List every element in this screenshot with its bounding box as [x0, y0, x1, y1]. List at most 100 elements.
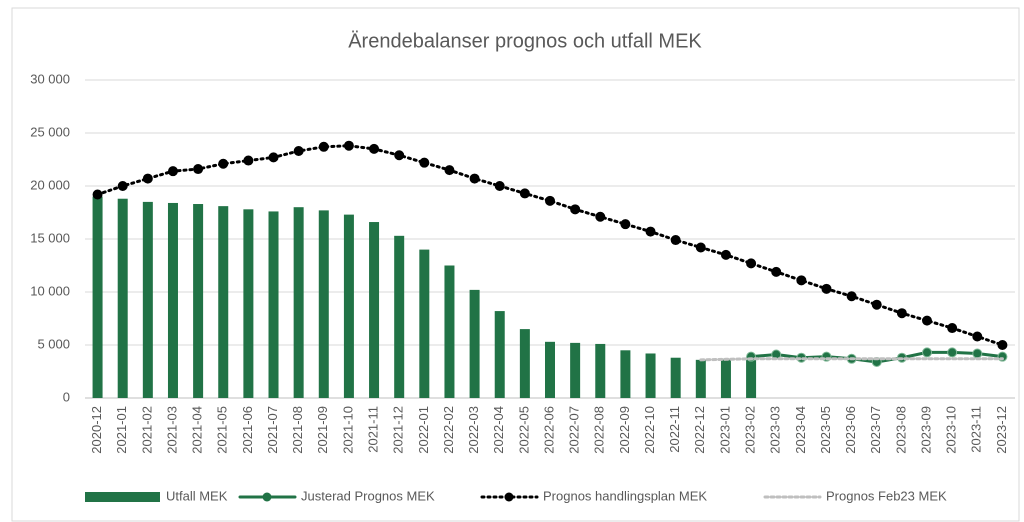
line-marker	[394, 150, 405, 161]
line-marker	[167, 166, 178, 177]
x-tick-label: 2022-02	[441, 406, 456, 454]
bar	[444, 265, 455, 398]
x-tick-label: 2021-01	[114, 406, 129, 454]
line-marker	[142, 173, 153, 184]
bar	[720, 358, 731, 398]
x-tick-label: 2023-04	[793, 406, 808, 454]
bar	[92, 196, 103, 398]
bar	[142, 201, 153, 398]
chart-border	[11, 7, 1020, 522]
line-marker	[595, 211, 606, 222]
line-marker	[494, 181, 505, 191]
line-marker	[871, 299, 882, 310]
bar	[570, 342, 581, 398]
bar	[494, 311, 505, 398]
y-tick-label: 30 000	[30, 71, 70, 86]
x-tick-label: 2020-12	[89, 406, 104, 454]
line-marker	[620, 219, 631, 230]
line-marker	[846, 291, 857, 302]
line-marker	[570, 204, 581, 215]
x-tick-label: 2022-03	[466, 406, 481, 454]
x-tick-label: 2023-08	[893, 406, 908, 454]
x-tick-label: 2023-10	[944, 406, 959, 454]
x-tick-label: 2023-07	[868, 406, 883, 454]
x-tick-label: 2021-08	[290, 406, 305, 454]
x-tick-label: 2022-09	[617, 406, 632, 454]
x-tick-label: 2023-09	[918, 406, 933, 454]
line-marker	[369, 143, 380, 154]
chart-title: Ärendebalanser prognos och utfall MEK	[348, 30, 702, 52]
x-tick-label: 2021-12	[391, 406, 406, 454]
x-tick-label: 2021-06	[240, 406, 255, 454]
line-marker	[947, 347, 958, 358]
x-tick-label: 2022-08	[592, 406, 607, 454]
bar	[645, 353, 656, 398]
legend-swatch	[85, 492, 160, 502]
x-tick-label: 2023-03	[768, 406, 783, 454]
legend-marker	[262, 492, 272, 502]
bar	[695, 359, 706, 398]
line-marker	[695, 242, 706, 253]
bar	[419, 249, 430, 398]
x-tick-label: 2023-06	[843, 406, 858, 454]
line-marker	[218, 158, 229, 169]
line-marker	[972, 331, 983, 342]
bar	[595, 343, 606, 398]
x-tick-label: 2021-04	[190, 406, 205, 454]
y-tick-label: 0	[63, 389, 70, 404]
x-tick-label: 2022-04	[491, 406, 506, 454]
x-tick-label: 2022-06	[541, 406, 556, 454]
line-marker	[922, 347, 933, 358]
legend-label: Prognos Feb23 MEK	[826, 488, 947, 503]
bar	[117, 198, 128, 398]
bar	[193, 204, 204, 398]
x-tick-label: 2023-11	[969, 406, 984, 453]
line-marker	[771, 266, 782, 277]
line-marker	[670, 235, 681, 246]
line-marker	[645, 226, 656, 237]
bar	[369, 222, 380, 398]
line-marker	[318, 141, 329, 152]
line-marker	[545, 195, 555, 206]
bar	[268, 211, 279, 398]
x-tick-label: 2022-12	[692, 406, 707, 454]
legend-label: Prognos handlingsplan MEK	[543, 488, 707, 503]
bar	[218, 206, 229, 398]
line-marker	[92, 189, 103, 200]
bar	[670, 357, 681, 398]
line-marker	[922, 315, 933, 326]
line-marker	[720, 249, 731, 260]
x-tick-label: 2022-01	[416, 406, 431, 454]
bar	[519, 329, 530, 398]
x-tick-label: 2021-02	[139, 406, 154, 454]
line-marker	[193, 164, 204, 175]
x-tick-label: 2021-07	[265, 406, 280, 454]
y-tick-label: 5 000	[37, 336, 70, 351]
y-tick-label: 25 000	[30, 124, 70, 139]
line-marker	[117, 181, 128, 191]
bar	[167, 202, 178, 398]
bar	[746, 356, 757, 398]
bar	[394, 235, 405, 398]
x-tick-label: 2021-05	[215, 406, 230, 454]
bar	[469, 289, 480, 398]
x-tick-label: 2021-10	[340, 406, 355, 454]
line-marker	[419, 157, 430, 168]
legend-label: Utfall MEK	[166, 488, 228, 503]
x-tick-label: 2023-12	[994, 406, 1009, 454]
bar	[545, 341, 555, 398]
bar	[343, 214, 354, 398]
y-tick-label: 20 000	[30, 177, 70, 192]
x-tick-label: 2021-03	[164, 406, 179, 454]
line-marker	[896, 308, 907, 319]
bar	[318, 210, 329, 398]
line-marker	[268, 152, 279, 163]
line-marker	[796, 275, 807, 286]
y-tick-label: 15 000	[30, 230, 70, 245]
line-marker	[947, 323, 958, 334]
line-marker	[343, 140, 354, 151]
y-tick-label: 10 000	[30, 283, 70, 298]
line-marker	[293, 146, 304, 157]
legend-marker	[504, 492, 514, 502]
